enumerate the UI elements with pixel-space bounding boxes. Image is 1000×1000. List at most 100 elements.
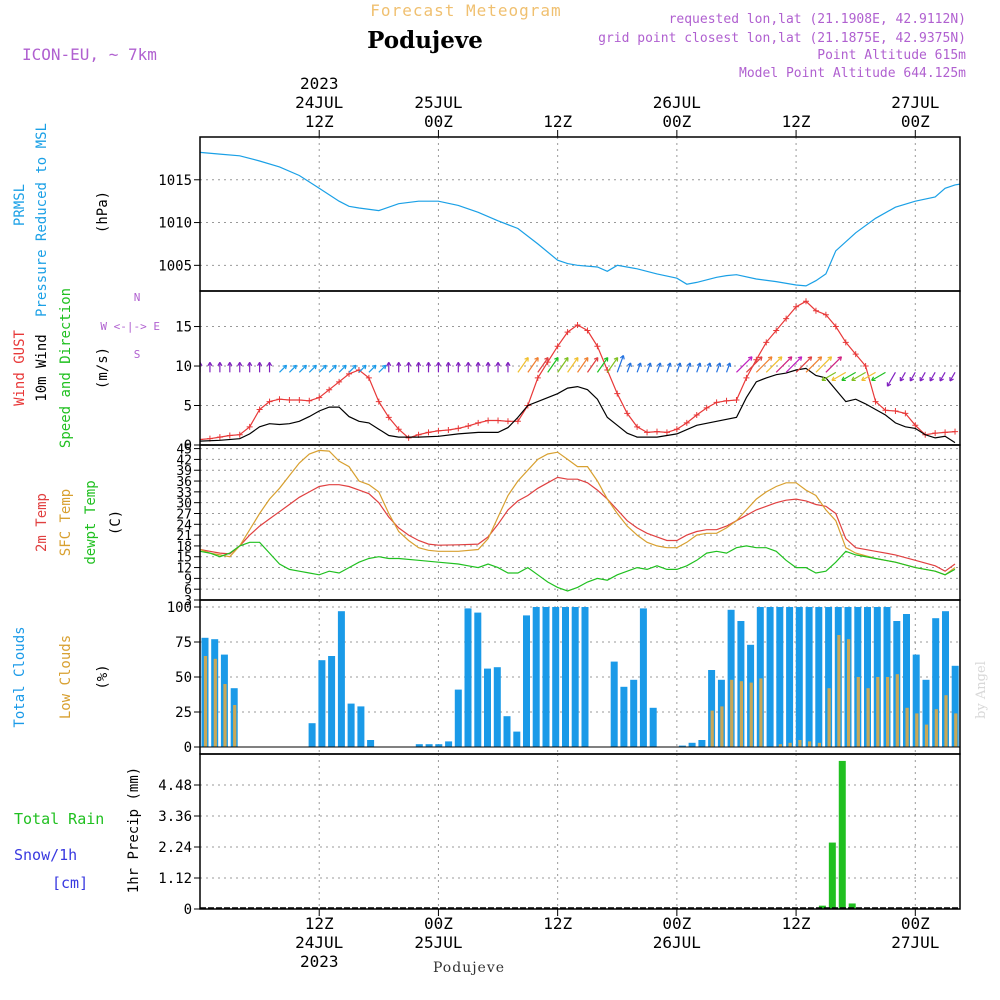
wind-arrow-head <box>676 362 682 367</box>
gust-marker <box>375 398 382 405</box>
wind-arrow <box>821 371 837 381</box>
wind-arrow <box>298 364 307 373</box>
wind-arrow-head <box>646 362 652 367</box>
ylabel-unit: (%) <box>95 664 111 689</box>
gust-marker <box>743 374 750 381</box>
bar-total-clouds <box>708 670 716 747</box>
bar-low-clouds <box>233 705 237 747</box>
ytick-label: 15 <box>175 320 192 336</box>
gust-marker <box>614 390 621 397</box>
ylabel-2: Speed and Direction <box>58 288 74 448</box>
wind-arrow-head <box>841 376 846 382</box>
ytick-label: 6 <box>184 583 192 598</box>
wind-arrow <box>725 362 731 373</box>
panel-1: 0 5 10 15 W <-|-> E N S Wind GUST 10m Wind Speed … <box>12 288 961 454</box>
wind-arrow-head <box>302 364 307 370</box>
gust-marker <box>564 329 571 336</box>
bar-low-clouds <box>817 742 821 747</box>
wind-arrow <box>755 356 773 373</box>
ylabel-cm: [cm] <box>52 874 88 892</box>
gust-marker <box>276 396 283 403</box>
wind-arrow <box>656 362 661 373</box>
wind-arrow-head <box>415 362 422 367</box>
wind-arrow-head <box>637 362 642 367</box>
wind-arrow-head <box>425 362 432 367</box>
bar-total-clouds <box>425 744 433 747</box>
wind-arrow-head <box>871 376 876 382</box>
bottom-time-label: 00Z <box>901 914 930 933</box>
series-sfc-temp <box>200 449 956 576</box>
wind-arrow-head <box>322 364 327 370</box>
wind-arrow <box>596 357 609 373</box>
ylabel-1: Low Clouds <box>58 635 74 719</box>
bar-total-clouds <box>727 609 735 747</box>
ylabel-0: 2m Temp <box>34 493 50 552</box>
bar-total-clouds <box>328 656 336 747</box>
bar-total-clouds <box>649 707 657 747</box>
title-forecast-meteogram: Forecast Meteogram <box>370 1 561 20</box>
bar-total-clouds <box>445 741 453 747</box>
series-10m-wind <box>200 367 956 444</box>
bar-total-rain <box>838 760 846 909</box>
wind-arrow-head <box>706 362 712 367</box>
gust-marker <box>624 410 631 417</box>
bar-low-clouds <box>886 677 890 747</box>
wind-arrow <box>851 371 866 381</box>
top-time-label: 2023 <box>300 74 339 93</box>
bar-low-clouds <box>856 677 860 747</box>
gust-marker <box>445 426 452 433</box>
gust-marker <box>574 321 581 328</box>
wind-arrow-head <box>827 356 833 361</box>
gust-marker <box>892 408 899 415</box>
bar-total-clouds <box>698 740 706 747</box>
top-time-label: 25JUL <box>414 93 462 112</box>
gust-marker <box>793 303 800 310</box>
ytick-label: 50 <box>175 670 192 686</box>
bar-total-clouds <box>337 611 345 747</box>
top-time-label: 12Z <box>782 112 811 131</box>
bar-low-clouds <box>223 684 227 747</box>
wind-arrow-head <box>564 357 569 362</box>
wind-arrow-head <box>445 362 451 367</box>
plot-area-3 <box>200 607 960 748</box>
ylabel-unit: (C) <box>108 510 124 535</box>
wind-arrow-head <box>777 356 783 361</box>
gust-marker <box>286 396 293 403</box>
wind-arrow-head <box>603 357 609 362</box>
gust-marker <box>952 428 959 435</box>
wind-arrow-head <box>495 362 501 367</box>
bar-total-clouds <box>639 608 647 747</box>
ytick-label: 75 <box>175 635 192 651</box>
wind-arrow-head <box>247 362 253 367</box>
gust-marker <box>812 307 819 314</box>
bar-total-clouds <box>630 679 638 747</box>
bar-low-clouds <box>944 695 948 747</box>
gust-marker <box>534 374 541 381</box>
wind-arrow-head <box>485 362 491 367</box>
credit: by Angel <box>974 661 989 719</box>
ytick-label: 25 <box>175 705 192 721</box>
top-time-label: 00Z <box>662 112 691 131</box>
bottom-time-label: 12Z <box>543 914 572 933</box>
top-time-label: 24JUL <box>295 93 343 112</box>
wind-arrow-head <box>821 376 826 382</box>
wind-arrow <box>805 356 822 373</box>
wind-arrow <box>308 364 317 373</box>
bar-total-clouds <box>415 744 423 747</box>
bar-total-rain <box>818 905 826 909</box>
wind-arrow-head <box>716 362 722 367</box>
wind-arrow-head <box>656 362 662 367</box>
bar-total-clouds <box>922 679 930 747</box>
requested-lonlat: requested lon,lat (21.1908E, 42.9112N) <box>669 12 966 27</box>
top-time-label: 12Z <box>543 112 572 131</box>
bottom-time-label: 12Z <box>782 914 811 933</box>
wind-arrow-head <box>861 376 866 382</box>
compass-we: W <-|-> E <box>100 320 160 333</box>
wind-arrow <box>765 356 783 373</box>
ytick-label: 3.36 <box>158 809 192 825</box>
wind-arrow-head <box>574 357 579 362</box>
ylabel-total-rain: Total Rain <box>14 810 104 828</box>
ytick-label: 24 <box>176 518 192 533</box>
bar-total-clouds <box>951 665 959 747</box>
bottom-time-label: 00Z <box>424 914 453 933</box>
